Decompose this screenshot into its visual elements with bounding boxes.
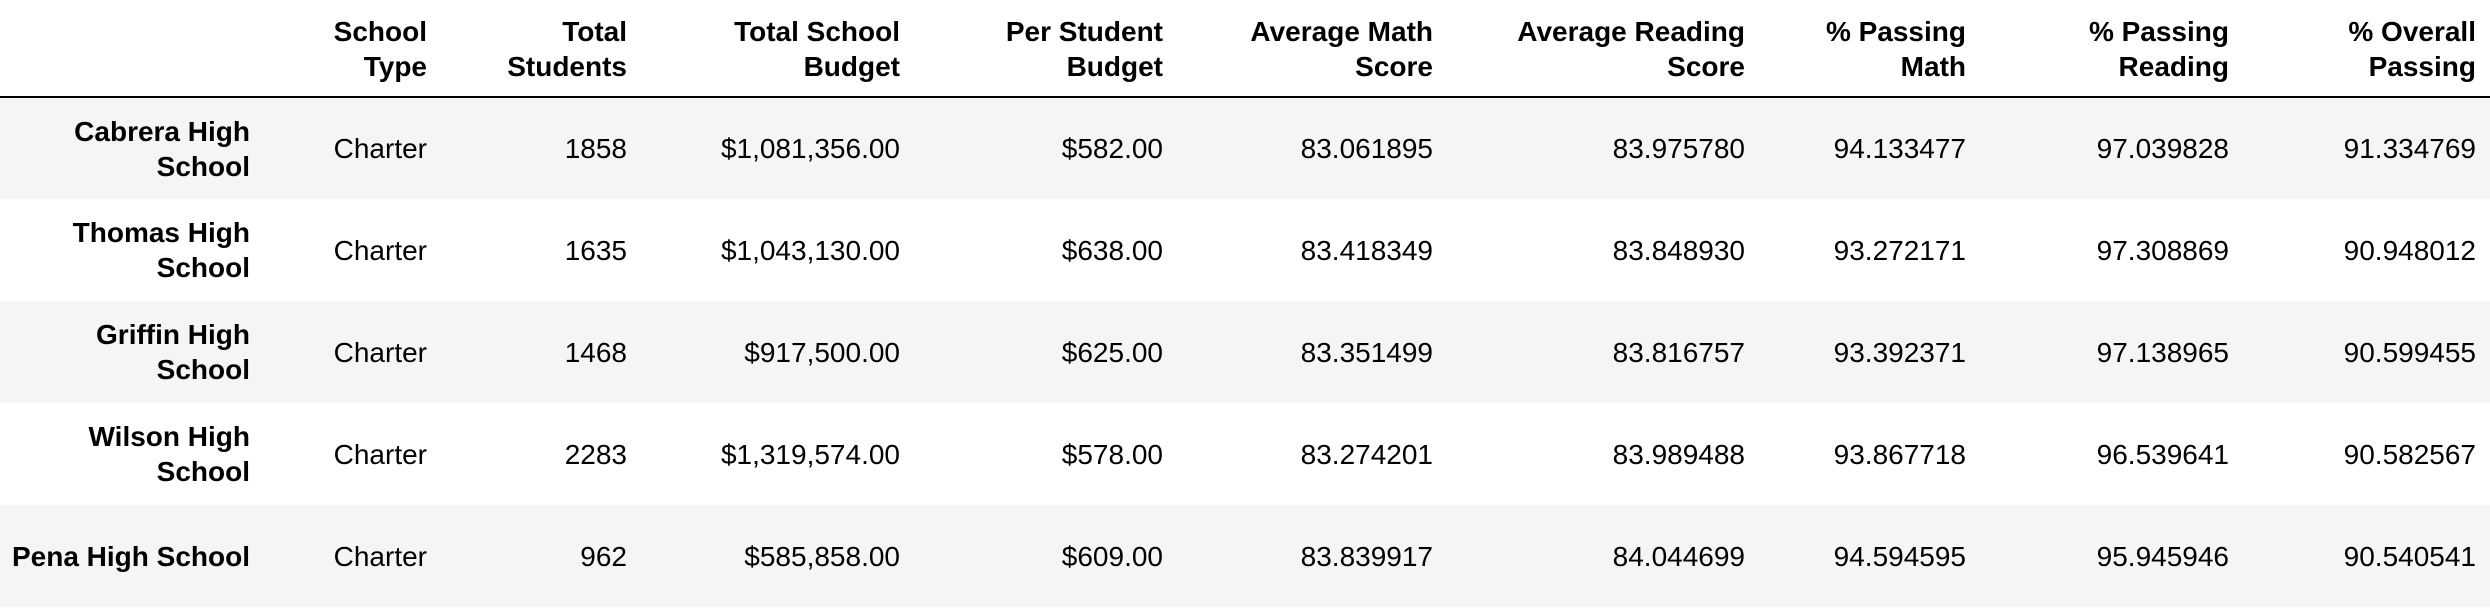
cell-pct-math: 94.594595 <box>1833 540 1966 572</box>
cell-pct-overall: 90.582567 <box>2343 438 2476 470</box>
cell-school-type: Charter <box>333 438 427 470</box>
cell-per-student-budget: $609.00 <box>1061 540 1163 572</box>
cell-total-students: 1635 <box>564 234 627 266</box>
cell-avg-reading: 83.816757 <box>1612 336 1745 368</box>
header-row: School Type Total Students Total School … <box>0 0 2490 98</box>
cell-pct-overall: 90.599455 <box>2343 336 2476 368</box>
header-pct-passing-math: % Passing Math <box>1759 0 1980 98</box>
table-row: Thomas High School Charter 1635 $1,043,1… <box>0 199 2490 301</box>
header-pct-overall-passing: % Overall Passing <box>2243 0 2490 98</box>
cell-pct-reading: 97.039828 <box>2096 133 2229 164</box>
cell-avg-math: 83.061895 <box>1300 133 1433 164</box>
header-pct-passing-reading: % Passing Reading <box>1980 0 2243 98</box>
cell-pct-math: 93.392371 <box>1833 336 1966 368</box>
cell-pct-reading: 96.539641 <box>2096 438 2229 470</box>
row-school-name: Griffin High School <box>96 319 250 385</box>
cell-pct-overall: 91.334769 <box>2343 133 2476 164</box>
header-average-math-score: Average Math Score <box>1177 0 1447 98</box>
row-school-name: Thomas High School <box>72 217 250 283</box>
cell-total-budget: $917,500.00 <box>744 336 900 368</box>
cell-total-students: 2283 <box>564 438 627 470</box>
table-body: Cabrera High School Charter 1858 $1,081,… <box>0 97 2490 607</box>
cell-per-student-budget: $582.00 <box>1061 133 1163 164</box>
table-row: Griffin High School Charter 1468 $917,50… <box>0 301 2490 403</box>
row-school-name: Pena High School <box>11 540 250 572</box>
cell-pct-reading: 97.308869 <box>2096 234 2229 266</box>
cell-avg-reading: 84.044699 <box>1612 540 1745 572</box>
table-row: Pena High School Charter 962 $585,858.00… <box>0 505 2490 607</box>
cell-school-type: Charter <box>333 234 427 266</box>
table-row: Wilson High School Charter 2283 $1,319,5… <box>0 403 2490 505</box>
cell-avg-math: 83.418349 <box>1300 234 1433 266</box>
table-header: School Type Total Students Total School … <box>0 0 2490 98</box>
row-school-name: Cabrera High School <box>74 115 250 182</box>
header-school-type: School Type <box>264 0 441 98</box>
cell-avg-reading: 83.975780 <box>1612 133 1745 164</box>
cell-pct-reading: 95.945946 <box>2096 540 2229 572</box>
cell-total-students: 1468 <box>564 336 627 368</box>
cell-per-student-budget: $578.00 <box>1061 438 1163 470</box>
cell-avg-reading: 83.848930 <box>1612 234 1745 266</box>
cell-school-type: Charter <box>333 540 427 572</box>
cell-total-students: 1858 <box>564 133 627 164</box>
cell-total-budget: $1,043,130.00 <box>720 234 900 266</box>
header-total-school-budget: Total School Budget <box>641 0 914 98</box>
cell-total-budget: $585,858.00 <box>744 540 900 572</box>
cell-per-student-budget: $625.00 <box>1061 336 1163 368</box>
cell-total-budget: $1,319,574.00 <box>720 438 900 470</box>
header-total-students: Total Students <box>441 0 641 98</box>
header-average-reading-score: Average Reading Score <box>1447 0 1759 98</box>
header-index <box>0 0 264 98</box>
cell-pct-overall: 90.540541 <box>2343 540 2476 572</box>
cell-school-type: Charter <box>333 336 427 368</box>
cell-school-type: Charter <box>333 133 427 164</box>
cell-pct-math: 93.272171 <box>1833 234 1966 266</box>
header-per-student-budget: Per Student Budget <box>914 0 1177 98</box>
table-row: Cabrera High School Charter 1858 $1,081,… <box>0 97 2490 199</box>
cell-total-budget: $1,081,356.00 <box>720 133 900 164</box>
cell-avg-math: 83.839917 <box>1300 540 1433 572</box>
cell-per-student-budget: $638.00 <box>1061 234 1163 266</box>
cell-pct-math: 93.867718 <box>1833 438 1966 470</box>
row-school-name: Wilson High School <box>88 421 250 487</box>
cell-pct-reading: 97.138965 <box>2096 336 2229 368</box>
cell-pct-overall: 90.948012 <box>2343 234 2476 266</box>
cell-pct-math: 94.133477 <box>1833 133 1966 164</box>
cell-avg-math: 83.351499 <box>1300 336 1433 368</box>
cell-avg-reading: 83.989488 <box>1612 438 1745 470</box>
cell-avg-math: 83.274201 <box>1300 438 1433 470</box>
cell-total-students: 962 <box>580 540 627 572</box>
